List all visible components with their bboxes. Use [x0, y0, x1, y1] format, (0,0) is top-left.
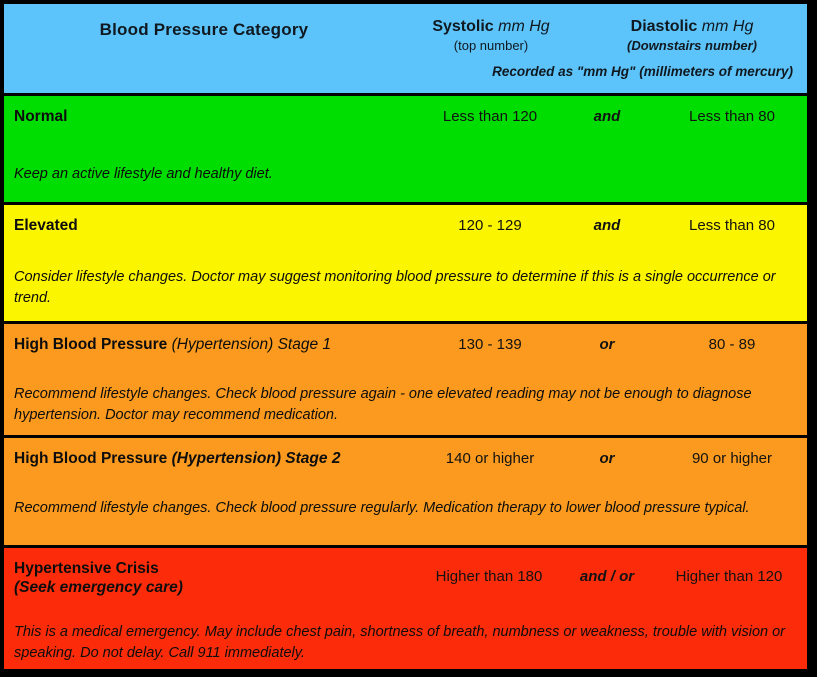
category-name-stage-1: High Blood Pressure — [14, 336, 168, 354]
category-name-normal: Normal — [14, 107, 68, 125]
header-systolic-unit: mm Hg — [498, 18, 550, 35]
table-header-row: Blood Pressure Category Systolic mm Hg (… — [4, 4, 807, 96]
advice-text-crisis: This is a medical emergency. May include… — [14, 623, 786, 661]
connector-elevated: and — [593, 216, 621, 234]
systolic-value-stage-1: 130 - 139 — [458, 336, 522, 354]
row-main-stage-1: High Blood Pressure (Hypertension) Stage… — [4, 324, 807, 370]
category-suffix-stage-2: (Hypertension) Stage 2 — [171, 450, 341, 468]
systolic-value-stage-2: 140 or higher — [445, 450, 535, 468]
header-diastolic-title: Diastolic mm Hg — [577, 18, 807, 36]
table-row-hypertension-stage-1: High Blood Pressure (Hypertension) Stage… — [4, 324, 807, 439]
header-diastolic-column: Diastolic mm Hg (Downstairs number) — [577, 18, 807, 53]
advice-text-normal: Keep an active lifestyle and healthy die… — [14, 165, 273, 182]
header-units-note: Recorded as "mm Hg" (millimeters of merc… — [492, 64, 793, 79]
category-name-crisis: Hypertensive Crisis — [14, 559, 159, 577]
header-systolic-column: Systolic mm Hg (top number) — [376, 18, 606, 53]
row-main-stage-2: High Blood Pressure (Hypertension) Stage… — [4, 438, 807, 484]
category-label-stage-2: High Blood Pressure (Hypertension) Stage… — [14, 450, 340, 468]
header-systolic-sub: (top number) — [453, 38, 529, 53]
category-name-stage-2: High Blood Pressure — [14, 450, 168, 468]
header-diastolic-main: Diastolic — [630, 18, 698, 35]
diastolic-value-stage-1: 80 - 89 — [708, 336, 756, 354]
systolic-value-crisis: Higher than 180 — [435, 567, 543, 585]
table-row-hypertensive-crisis: Hypertensive Crisis (Seek emergency care… — [4, 547, 807, 669]
header-columns: Blood Pressure Category Systolic mm Hg (… — [4, 18, 807, 66]
row-main-elevated: Elevated 120 - 129 and Less than 80 — [4, 205, 807, 251]
diastolic-value-crisis: Higher than 120 — [675, 567, 783, 585]
table-row-normal: Normal Less than 120 and Less than 80 Ke… — [4, 95, 807, 205]
diastolic-value-normal: Less than 80 — [689, 107, 775, 125]
category-subtitle-crisis: (Seek emergency care) — [14, 578, 183, 596]
category-label-elevated: Elevated — [14, 217, 78, 235]
connector-stage-1: or — [599, 336, 615, 354]
category-label-normal: Normal — [14, 108, 67, 126]
category-label-crisis: Hypertensive Crisis — [14, 560, 159, 578]
connector-normal: and — [593, 107, 621, 125]
category-suffix-stage-1: (Hypertension) Stage 1 — [171, 336, 332, 354]
systolic-value-elevated: 120 - 129 — [458, 216, 522, 234]
connector-stage-2: or — [599, 450, 615, 468]
table-row-hypertension-stage-2: High Blood Pressure (Hypertension) Stage… — [4, 438, 807, 548]
header-diastolic-unit: mm Hg — [701, 18, 754, 35]
systolic-value-normal: Less than 120 — [442, 107, 538, 125]
header-systolic-title: Systolic mm Hg — [376, 18, 606, 36]
header-systolic-main: Systolic — [432, 18, 494, 35]
advice-text-elevated: Consider lifestyle changes. Doctor may s… — [14, 268, 776, 306]
diastolic-value-stage-2: 90 or higher — [691, 450, 773, 468]
advice-text-stage-1: Recommend lifestyle changes. Check blood… — [14, 386, 752, 424]
row-main-crisis: Hypertensive Crisis (Seek emergency care… — [4, 548, 807, 600]
category-label-stage-1: High Blood Pressure (Hypertension) Stage… — [14, 336, 331, 354]
advice-text-stage-2: Recommend lifestyle changes. Check blood… — [14, 500, 750, 517]
table-row-elevated: Elevated 120 - 129 and Less than 80 Cons… — [4, 204, 807, 325]
row-main-normal: Normal Less than 120 and Less than 80 — [4, 96, 807, 142]
header-diastolic-sub: (Downstairs number) — [626, 38, 757, 53]
diastolic-value-elevated: Less than 80 — [689, 216, 775, 234]
connector-crisis: and / or — [579, 567, 635, 585]
header-category-label: Blood Pressure Category — [99, 20, 309, 39]
category-name-elevated: Elevated — [14, 216, 78, 234]
